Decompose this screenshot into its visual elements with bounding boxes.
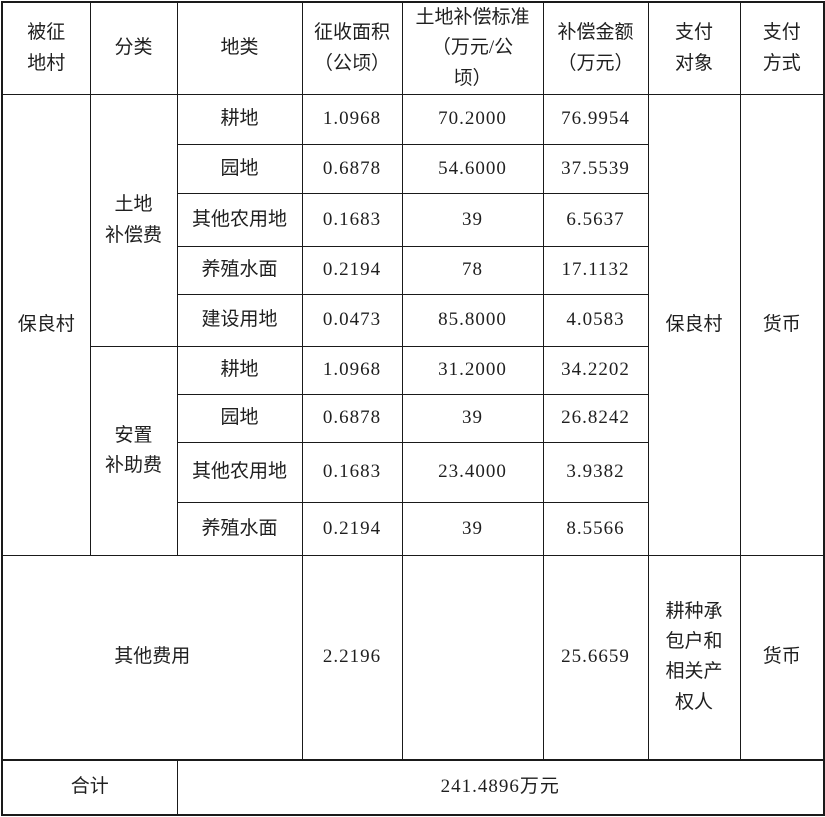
cell-standard: 78 — [401, 246, 544, 296]
total-row: 合计 241.4896万元 — [1, 758, 825, 816]
cell-other-fees-method: 货币 — [739, 555, 825, 761]
cell-land-type: 园地 — [176, 394, 303, 444]
cell-method: 货币 — [739, 94, 825, 557]
cell-amount: 76.9954 — [542, 94, 649, 146]
cell-area: 1.0968 — [301, 94, 403, 146]
cell-standard: 31.2000 — [401, 346, 544, 396]
cell-category-resettlement-subsidy: 安置 补助费 — [89, 346, 178, 557]
cell-area: 0.1683 — [301, 442, 403, 504]
cell-category-land-compensation: 土地 补偿费 — [89, 94, 178, 348]
header-amount: 补偿金额 （万元） — [542, 1, 649, 96]
cell-standard: 54.6000 — [401, 144, 544, 195]
table-row: 园地 0.6878 39 26.8242 — [2, 394, 824, 444]
cell-amount: 26.8242 — [542, 394, 649, 444]
other-fees-row: 其他费用 2.2196 25.6659 耕种承 包户和 相关产 权人 货币 — [1, 555, 825, 761]
cell-amount: 34.2202 — [542, 346, 649, 396]
cell-area: 0.1683 — [301, 193, 403, 248]
cell-land-type: 养殖水面 — [176, 246, 303, 296]
cell-land-type: 耕地 — [176, 94, 303, 146]
cell-area: 0.2194 — [301, 246, 403, 296]
header-row: 被征 地村 分类 地类 征收面积 （公顷） 土地补偿标准 （万元/公 顷） 补偿… — [1, 1, 825, 96]
header-area: 征收面积 （公顷） — [301, 1, 403, 96]
cell-amount: 6.5637 — [542, 193, 649, 248]
cell-amount: 17.1132 — [542, 246, 649, 296]
cell-land-type: 其他农用地 — [176, 193, 303, 248]
cell-area: 1.0968 — [301, 346, 403, 396]
cell-total-label: 合计 — [1, 758, 178, 816]
cell-total-value: 241.4896万元 — [176, 758, 825, 816]
header-payee: 支付 对象 — [647, 1, 741, 96]
cell-amount: 37.5539 — [542, 144, 649, 195]
cell-land-type: 其他农用地 — [176, 442, 303, 504]
cell-amount: 8.5566 — [542, 502, 649, 557]
cell-standard: 39 — [401, 394, 544, 444]
header-village: 被征 地村 — [1, 1, 91, 96]
table-row: 养殖水面 0.2194 39 8.5566 — [2, 502, 824, 557]
cell-standard: 70.2000 — [401, 94, 544, 146]
cell-payee: 保良村 — [647, 94, 741, 557]
cell-other-fees-amount: 25.6659 — [542, 555, 649, 761]
table-row: 建设用地 0.0473 85.8000 4.0583 — [2, 294, 824, 348]
header-land-type: 地类 — [176, 1, 303, 96]
header-method: 支付 方式 — [739, 1, 825, 96]
table-row: 养殖水面 0.2194 78 17.1132 — [2, 246, 824, 296]
cell-land-type: 养殖水面 — [176, 502, 303, 557]
cell-other-fees-area: 2.2196 — [301, 555, 403, 761]
table-row: 保良村 土地 补偿费 耕地 1.0968 70.2000 76.9954 保良村… — [1, 94, 825, 557]
table-row: 园地 0.6878 54.6000 37.5539 — [2, 144, 824, 195]
header-category: 分类 — [89, 1, 178, 96]
cell-other-fees-payee: 耕种承 包户和 相关产 权人 — [647, 555, 741, 761]
cell-amount: 3.9382 — [542, 442, 649, 504]
cell-land-type: 园地 — [176, 144, 303, 195]
cell-area: 0.2194 — [301, 502, 403, 557]
header-standard: 土地补偿标准 （万元/公 顷） — [401, 1, 544, 96]
cell-standard: 39 — [401, 502, 544, 557]
cell-standard: 23.4000 — [401, 442, 544, 504]
cell-village: 保良村 — [1, 94, 91, 557]
cell-area: 0.6878 — [301, 144, 403, 195]
cell-area: 0.6878 — [301, 394, 403, 444]
cell-land-type: 建设用地 — [176, 294, 303, 348]
cell-standard: 85.8000 — [401, 294, 544, 348]
table-row: 其他农用地 0.1683 23.4000 3.9382 — [2, 442, 824, 504]
cell-amount: 4.0583 — [542, 294, 649, 348]
cell-area: 0.0473 — [301, 294, 403, 348]
cell-other-fees-label: 其他费用 — [1, 555, 303, 761]
cell-other-fees-standard — [401, 555, 544, 761]
cell-land-type: 耕地 — [176, 346, 303, 396]
table-row: 安置 补助费 耕地 1.0968 31.2000 34.2202 — [2, 346, 824, 557]
table-row: 其他农用地 0.1683 39 6.5637 — [2, 193, 824, 248]
cell-standard: 39 — [401, 193, 544, 248]
